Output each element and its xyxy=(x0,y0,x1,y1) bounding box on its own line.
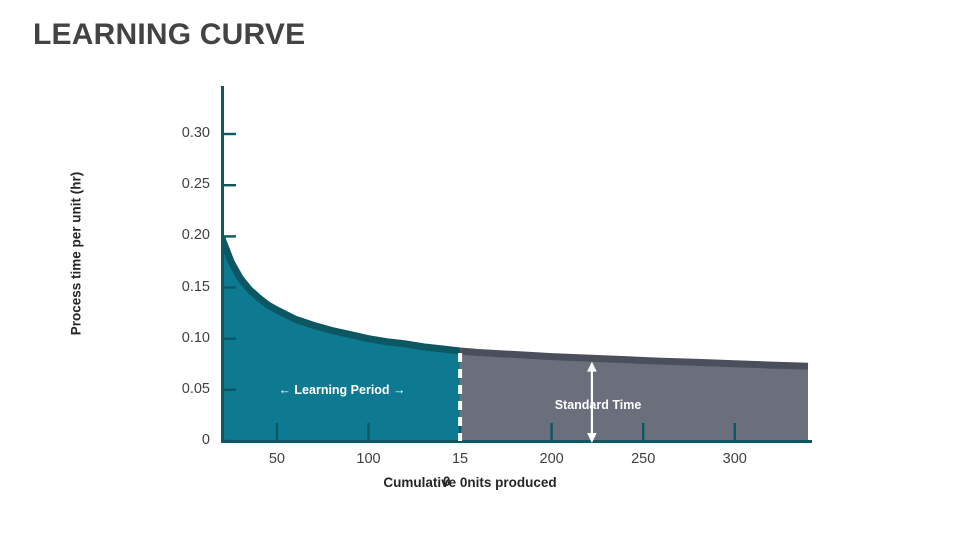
y-axis-tick-label: 0.05 xyxy=(181,380,210,397)
x-axis-tick-label: 200 xyxy=(539,451,564,467)
y-axis-tick-label: 0.20 xyxy=(181,227,210,244)
x-axis-tick-label: 100 xyxy=(356,451,381,467)
learning-period-label: ← Learning Period → xyxy=(278,383,406,397)
y-axis-tick-label: 0.10 xyxy=(181,329,210,346)
y-axis-tick-label: 0 xyxy=(201,432,210,448)
y-axis-title: Process time per unit (hr) xyxy=(68,171,84,336)
x-axis-title: Cumulative 0nits produced xyxy=(383,475,557,490)
x-axis-tick-label: 15 xyxy=(451,451,469,467)
learning-period-area xyxy=(222,238,461,441)
y-axis-tick-label: 0.30 xyxy=(181,125,210,142)
x-axis-tick-label: 250 xyxy=(631,451,656,467)
y-axis-ticks xyxy=(222,132,236,443)
x-axis-tick-label: 300 xyxy=(722,451,747,467)
y-axis-tick-label: 0.15 xyxy=(181,278,210,295)
standard-time-arrow xyxy=(587,361,597,443)
standard-time-label: Standard Time xyxy=(554,398,642,412)
learning-period-curve-line xyxy=(222,237,461,355)
y-axis-tick-label: 0.25 xyxy=(181,176,210,193)
x-axis-title-stray-zero: 0 xyxy=(443,474,451,489)
x-axis-tick-label: 50 xyxy=(268,451,285,467)
standard-time-area xyxy=(460,350,808,441)
page-title: LEARNING CURVE xyxy=(33,18,306,51)
standard-time-curve-line xyxy=(459,347,809,370)
